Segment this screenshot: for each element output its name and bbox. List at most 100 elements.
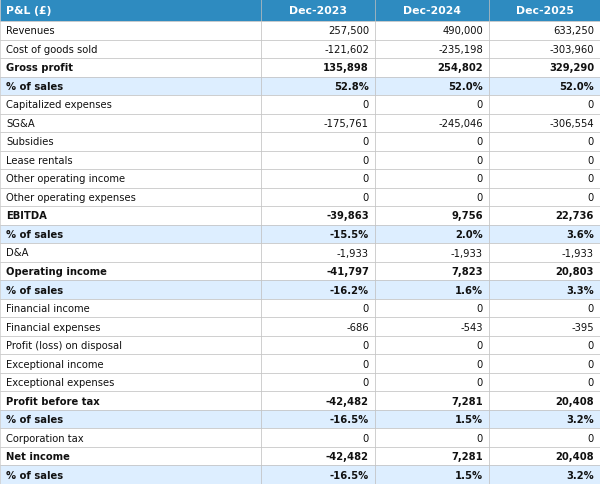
- Bar: [375, 392, 489, 410]
- Bar: [489, 466, 600, 484]
- Text: 0: 0: [477, 433, 483, 443]
- Bar: [375, 151, 489, 170]
- Bar: [489, 59, 600, 77]
- Bar: [489, 355, 600, 373]
- Text: 633,250: 633,250: [553, 26, 594, 36]
- Text: 0: 0: [477, 340, 483, 350]
- Text: Capitalized expenses: Capitalized expenses: [6, 100, 112, 110]
- Text: SG&A: SG&A: [6, 119, 35, 129]
- Bar: [261, 188, 375, 207]
- Bar: [489, 336, 600, 355]
- Text: 0: 0: [588, 193, 594, 202]
- Text: 3.3%: 3.3%: [566, 285, 594, 295]
- Bar: [489, 207, 600, 225]
- Text: 1.5%: 1.5%: [455, 414, 483, 424]
- Bar: [375, 336, 489, 355]
- Text: 0: 0: [588, 433, 594, 443]
- Bar: [375, 410, 489, 428]
- Bar: [489, 392, 600, 410]
- Text: 0: 0: [588, 378, 594, 387]
- Bar: [375, 207, 489, 225]
- Text: 0: 0: [363, 359, 369, 369]
- Bar: [261, 466, 375, 484]
- Text: -395: -395: [571, 322, 594, 332]
- Bar: [375, 41, 489, 59]
- Bar: [375, 355, 489, 373]
- Text: 2.0%: 2.0%: [455, 229, 483, 240]
- Bar: [261, 0, 375, 22]
- Bar: [375, 281, 489, 299]
- Bar: [0, 447, 261, 466]
- Bar: [0, 0, 261, 22]
- Bar: [375, 428, 489, 447]
- Bar: [0, 262, 261, 281]
- Bar: [375, 225, 489, 244]
- Text: Subsidies: Subsidies: [6, 137, 53, 147]
- Text: 0: 0: [588, 303, 594, 314]
- Bar: [0, 188, 261, 207]
- Text: P&L (£): P&L (£): [6, 6, 52, 16]
- Text: 0: 0: [477, 378, 483, 387]
- Bar: [489, 22, 600, 41]
- Bar: [0, 428, 261, 447]
- Text: Dec-2025: Dec-2025: [515, 6, 574, 16]
- Bar: [375, 77, 489, 96]
- Bar: [261, 22, 375, 41]
- Bar: [0, 22, 261, 41]
- Bar: [489, 281, 600, 299]
- Bar: [0, 77, 261, 96]
- Text: 3.2%: 3.2%: [566, 414, 594, 424]
- Text: 0: 0: [588, 340, 594, 350]
- Text: Exceptional income: Exceptional income: [6, 359, 104, 369]
- Bar: [0, 244, 261, 262]
- Bar: [375, 188, 489, 207]
- Bar: [375, 447, 489, 466]
- Text: 52.0%: 52.0%: [559, 82, 594, 91]
- Bar: [0, 355, 261, 373]
- Text: 0: 0: [588, 174, 594, 184]
- Text: 0: 0: [363, 137, 369, 147]
- Text: 9,756: 9,756: [451, 211, 483, 221]
- Text: 490,000: 490,000: [442, 26, 483, 36]
- Bar: [489, 77, 600, 96]
- Bar: [261, 170, 375, 188]
- Text: -42,482: -42,482: [326, 396, 369, 406]
- Text: 52.0%: 52.0%: [448, 82, 483, 91]
- Bar: [261, 225, 375, 244]
- Text: Exceptional expenses: Exceptional expenses: [6, 378, 115, 387]
- Bar: [489, 428, 600, 447]
- Bar: [0, 281, 261, 299]
- Bar: [0, 96, 261, 114]
- Bar: [261, 428, 375, 447]
- Bar: [375, 0, 489, 22]
- Text: Profit before tax: Profit before tax: [6, 396, 100, 406]
- Bar: [0, 299, 261, 318]
- Bar: [375, 262, 489, 281]
- Text: 22,736: 22,736: [556, 211, 594, 221]
- Bar: [489, 96, 600, 114]
- Text: Other operating expenses: Other operating expenses: [6, 193, 136, 202]
- Text: Gross profit: Gross profit: [6, 63, 73, 73]
- Text: -306,554: -306,554: [550, 119, 594, 129]
- Text: -686: -686: [346, 322, 369, 332]
- Bar: [489, 262, 600, 281]
- Text: 329,290: 329,290: [549, 63, 594, 73]
- Bar: [261, 207, 375, 225]
- Bar: [261, 151, 375, 170]
- Text: 0: 0: [363, 100, 369, 110]
- Bar: [0, 207, 261, 225]
- Text: 7,281: 7,281: [451, 396, 483, 406]
- Bar: [0, 392, 261, 410]
- Text: -15.5%: -15.5%: [330, 229, 369, 240]
- Bar: [489, 188, 600, 207]
- Bar: [261, 244, 375, 262]
- Bar: [261, 96, 375, 114]
- Text: Operating income: Operating income: [6, 267, 107, 276]
- Text: Other operating income: Other operating income: [6, 174, 125, 184]
- Bar: [261, 41, 375, 59]
- Bar: [489, 114, 600, 133]
- Bar: [489, 170, 600, 188]
- Text: -16.5%: -16.5%: [330, 470, 369, 480]
- Text: Financial expenses: Financial expenses: [6, 322, 101, 332]
- Bar: [375, 22, 489, 41]
